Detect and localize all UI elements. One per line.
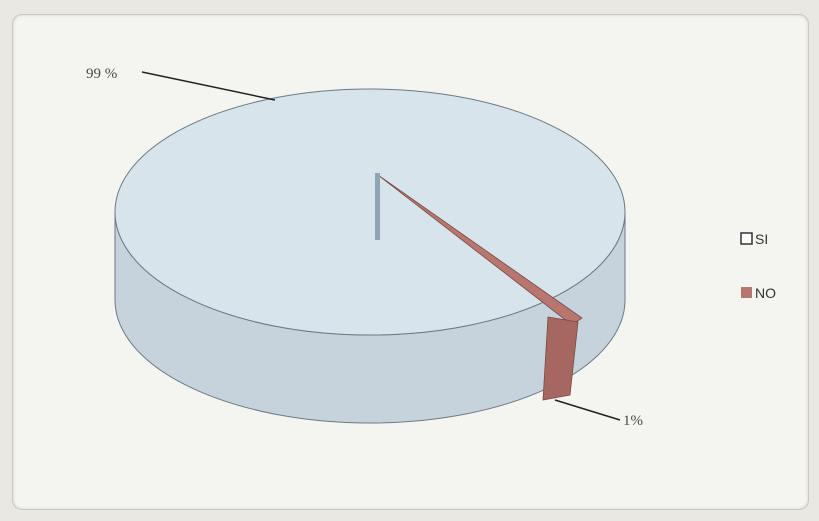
legend-swatch-si <box>740 232 753 245</box>
data-label-no: 1% <box>623 413 643 429</box>
pie-slice-no-side <box>542 316 579 401</box>
legend-label-si: SI <box>755 231 768 247</box>
leader-line-no <box>554 399 621 421</box>
legend-label-no: NO <box>755 285 776 301</box>
leader-line-si <box>141 71 276 101</box>
data-label-si: 99 % <box>86 66 117 82</box>
pie-slice-no-cut <box>375 173 380 240</box>
legend-swatch-no <box>741 287 752 298</box>
pie-slice-si <box>114 88 626 336</box>
